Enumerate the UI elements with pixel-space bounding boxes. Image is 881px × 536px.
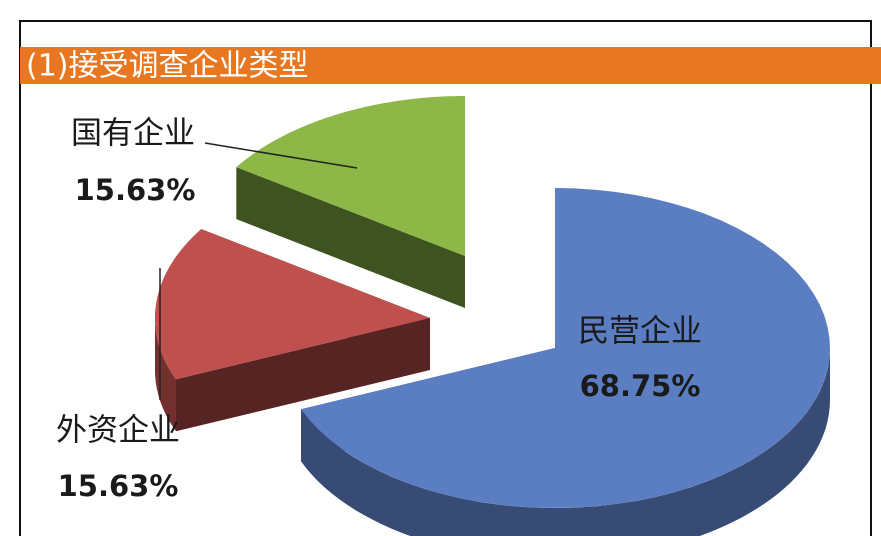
slice [155, 229, 430, 432]
slice-label: 外资企业 [56, 413, 180, 449]
slice [236, 96, 465, 308]
slice-side [236, 167, 465, 308]
value-label: 68.75% [580, 369, 701, 403]
pie [155, 96, 830, 536]
title-banner [20, 47, 881, 84]
chart-title: (1)接受调查企业类型 [26, 49, 309, 84]
value-label: 15.63% [58, 469, 179, 503]
slice-label: 国有企业 [71, 116, 195, 152]
frame [19, 20, 872, 536]
value-label: 15.63% [75, 173, 196, 207]
slice-wall [155, 318, 176, 432]
slice-side [176, 318, 430, 432]
slice-top [301, 188, 830, 508]
slice-label: 民营企业 [578, 314, 702, 350]
leader-line [204, 142, 358, 169]
slice-top [155, 229, 430, 380]
slice [301, 188, 830, 536]
slice-top [236, 96, 465, 256]
slice-wall [301, 348, 830, 536]
